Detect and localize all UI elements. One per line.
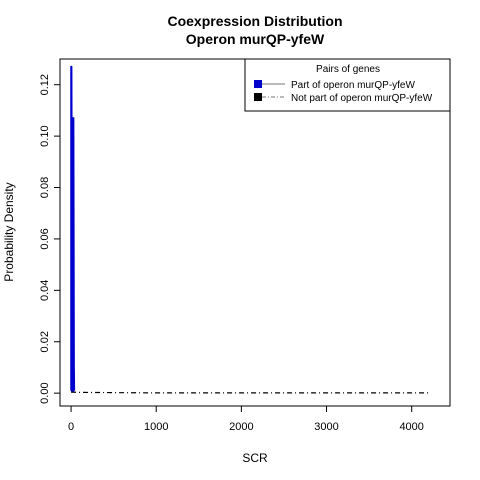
x-tick-label: 0: [68, 421, 74, 433]
series-layer: [70, 65, 429, 394]
x-axis: 0 1000 2000 3000 4000: [68, 406, 424, 433]
x-tick-label: 3000: [314, 421, 338, 433]
y-tick-label: 0.12: [39, 74, 51, 95]
chart-subtitle: Operon murQP-yfeW: [186, 31, 325, 47]
legend-swatch: [254, 93, 262, 101]
y-tick-label: 0.10: [39, 125, 51, 146]
legend-swatch: [254, 80, 262, 88]
chart-title: Coexpression Distribution: [167, 13, 342, 29]
y-tick-label: 0.08: [39, 177, 51, 198]
y-axis: 0.00 0.02 0.04 0.06 0.08 0.10 0.12: [39, 74, 60, 404]
series-non-operon-line: [71, 391, 429, 394]
y-tick-label: 0.06: [39, 228, 51, 249]
y-tick-label: 0.00: [39, 382, 51, 403]
x-axis-label: SCR: [242, 451, 268, 465]
legend-entry-label: Not part of operon murQP-yfeW: [291, 93, 433, 104]
x-tick-label: 1000: [144, 421, 168, 433]
y-axis-label: Probability Density: [2, 182, 16, 281]
legend-box: [244, 58, 451, 112]
y-tick-label: 0.02: [39, 331, 51, 352]
legend-entry-label: Part of operon murQP-yfeW: [291, 80, 415, 91]
legend: Pairs of genes Part of operon murQP-yfeW…: [244, 58, 451, 112]
x-tick-label: 2000: [229, 421, 253, 433]
series-operon-line: [70, 65, 76, 392]
x-tick-label: 4000: [399, 421, 423, 433]
y-tick-label: 0.04: [39, 280, 51, 301]
legend-title: Pairs of genes: [316, 64, 380, 75]
